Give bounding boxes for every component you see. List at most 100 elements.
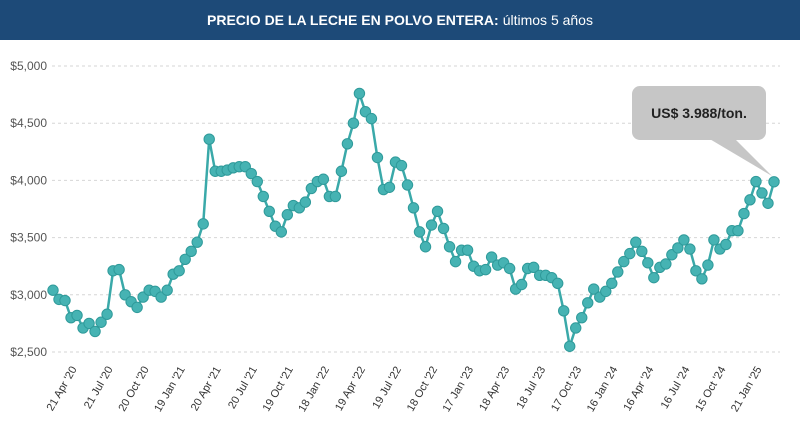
data-point	[738, 207, 750, 220]
data-point	[281, 209, 294, 221]
data-point	[642, 257, 654, 269]
x-axis: 21 Apr '20 21 Jul '20 20 Oct '20 19 Jan '21…	[45, 364, 765, 414]
data-point	[341, 138, 354, 150]
data-point	[552, 277, 564, 290]
data-point	[299, 196, 312, 208]
x-tick-label: 19 Jan '21	[152, 365, 188, 415]
data-point	[401, 179, 414, 191]
data-point	[113, 263, 125, 276]
x-tick-label: 20 Apr '21	[189, 365, 224, 414]
data-point	[47, 284, 59, 296]
data-point	[95, 316, 107, 328]
chart-subtitle: últimos 5 años	[502, 12, 593, 28]
data-point	[317, 173, 330, 185]
data-point	[185, 245, 197, 258]
data-point	[173, 265, 185, 277]
data-point	[71, 309, 83, 322]
data-point	[257, 190, 269, 203]
x-tick-label: 19 Jul '22	[370, 365, 404, 411]
data-point	[684, 243, 696, 255]
x-tick-label: 21 Jul '20	[82, 365, 116, 411]
data-point	[131, 301, 143, 314]
data-point	[275, 226, 288, 238]
data-point	[582, 297, 594, 309]
data-point	[89, 325, 101, 338]
x-tick-label: 15 Oct '24	[693, 365, 728, 414]
data-point	[179, 253, 191, 266]
x-tick-label: 17 Jan '23	[441, 365, 477, 415]
y-tick-label: $3,500	[10, 231, 47, 245]
x-tick-label: 18 Apr '23	[477, 364, 512, 413]
x-tick-label: 19 Apr '22	[333, 365, 368, 414]
data-point	[672, 242, 684, 254]
data-point	[407, 202, 420, 214]
data-point	[612, 266, 624, 278]
data-point	[485, 251, 498, 263]
data-point	[636, 245, 648, 258]
data-point	[762, 197, 774, 209]
chart-title-banner: PRECIO DE LA LECHE EN POLVO ENTERA: últi…	[0, 0, 800, 40]
x-tick-label: 16 Apr '24	[621, 365, 656, 414]
data-point	[624, 247, 636, 260]
x-tick-label: 18 Oct '22	[405, 365, 440, 414]
data-point	[371, 151, 384, 164]
data-point	[768, 176, 780, 188]
data-point	[708, 234, 720, 246]
data-point	[419, 241, 432, 253]
data-point	[588, 283, 600, 295]
data-point	[101, 308, 113, 320]
data-point	[600, 285, 612, 298]
data-point	[696, 273, 708, 285]
data-point	[461, 244, 474, 256]
data-point	[449, 255, 462, 268]
x-tick-label: 21 Apr '20	[45, 365, 80, 414]
data-point	[648, 271, 660, 284]
data-point	[203, 133, 215, 145]
y-axis: $2,500 $3,000 $3,500 $4,000 $4,500 $5,000	[10, 59, 47, 359]
data-point	[197, 218, 209, 230]
callout-pointer	[708, 138, 772, 176]
data-point	[678, 234, 690, 246]
x-tick-label: 16 Jul '24	[659, 365, 693, 411]
data-point	[558, 305, 570, 317]
x-tick-label: 19 Oct '21	[261, 365, 296, 414]
data-point	[335, 165, 348, 177]
data-point	[443, 241, 456, 253]
data-point	[576, 311, 588, 324]
data-point	[395, 159, 408, 172]
data-point	[263, 205, 275, 217]
x-tick-label: 16 Jan '24	[585, 365, 621, 415]
x-tick-label: 21 Jan '25	[729, 365, 765, 415]
y-tick-label: $3,000	[10, 288, 47, 302]
data-point	[479, 263, 492, 276]
data-point	[437, 222, 450, 235]
data-point	[606, 277, 618, 290]
data-point	[570, 322, 582, 334]
data-point	[413, 226, 426, 238]
data-point	[161, 284, 173, 296]
data-point	[383, 181, 396, 193]
data-point	[347, 117, 360, 129]
data-point	[191, 236, 203, 248]
data-point	[431, 205, 444, 217]
data-point	[630, 236, 642, 248]
data-point	[329, 190, 342, 203]
data-point	[702, 259, 714, 271]
data-point	[245, 167, 257, 180]
data-point	[353, 87, 366, 100]
x-tick-label: 20 Jul '21	[226, 365, 260, 411]
x-tick-label: 17 Oct '23	[549, 365, 584, 414]
data-point	[527, 261, 540, 274]
data-point	[251, 175, 263, 188]
x-tick-label: 18 Jan '22	[296, 365, 332, 415]
data-point	[756, 187, 768, 199]
data-point	[83, 317, 95, 330]
y-tick-label: $2,500	[10, 345, 47, 359]
series-group	[47, 87, 780, 352]
data-point	[503, 262, 516, 275]
x-tick-label: 20 Oct '20	[116, 365, 151, 414]
data-point	[425, 219, 438, 231]
data-point	[660, 258, 672, 270]
data-point	[564, 340, 576, 352]
